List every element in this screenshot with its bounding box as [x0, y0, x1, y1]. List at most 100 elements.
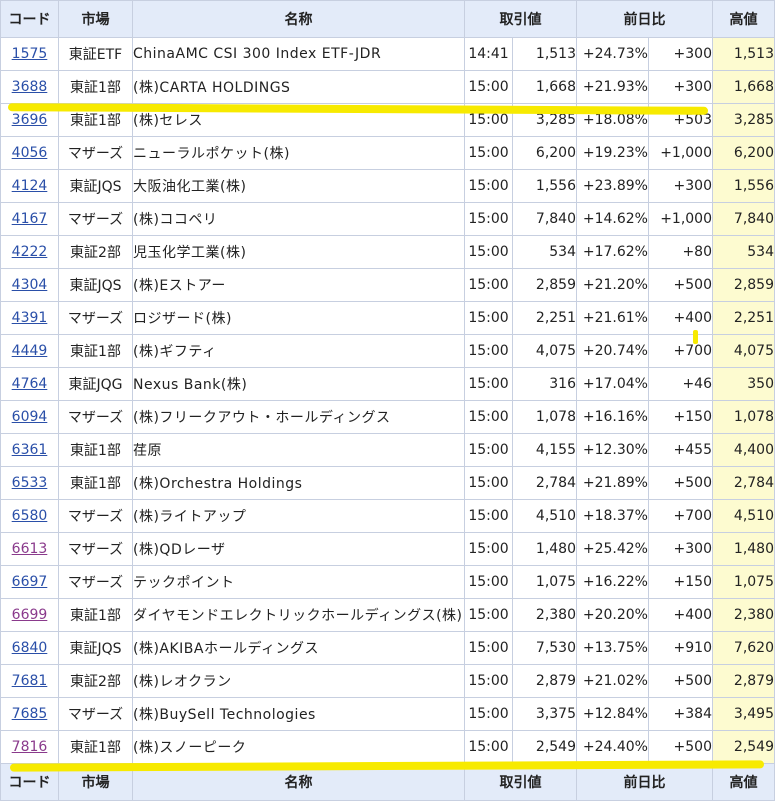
- stock-code-link[interactable]: 6699: [11, 607, 48, 623]
- change-amount-cell: +500: [648, 466, 713, 500]
- market-cell: マザーズ: [58, 400, 133, 434]
- stock-code-link[interactable]: 7681: [11, 673, 48, 689]
- stock-code-cell: 4764: [0, 367, 59, 401]
- trade-price-cell: 534: [512, 235, 577, 269]
- stock-code-link[interactable]: 4764: [11, 376, 48, 392]
- company-name-cell: (株)Orchestra Holdings: [132, 466, 465, 500]
- market-cell: マザーズ: [58, 499, 133, 533]
- trade-price-cell: 6,200: [512, 136, 577, 170]
- high-price-cell: 2,784: [712, 466, 775, 500]
- trade-time-cell: 15:00: [464, 532, 513, 566]
- change-amount-cell: +300: [648, 532, 713, 566]
- company-name-cell: ロジザード(株): [132, 301, 465, 335]
- change-percent-cell: +17.62%: [576, 235, 649, 269]
- stock-code-link[interactable]: 4167: [11, 211, 48, 227]
- stock-code-link[interactable]: 7816: [11, 739, 48, 755]
- market-cell: 東証ETF: [58, 37, 133, 71]
- trade-price-cell: 4,155: [512, 433, 577, 467]
- market-cell: 東証JQS: [58, 268, 133, 302]
- change-amount-cell: +150: [648, 565, 713, 599]
- company-name-cell: 児玉化学工業(株): [132, 235, 465, 269]
- stock-code-link[interactable]: 4304: [11, 277, 48, 293]
- high-price-cell: 4,400: [712, 433, 775, 467]
- company-name-cell: ニューラルポケット(株): [132, 136, 465, 170]
- change-amount-cell: +500: [648, 730, 713, 764]
- change-percent-cell: +18.37%: [576, 499, 649, 533]
- table-row: 4764 東証JQG Nexus Bank(株) 15:00 316 +17.04% +46…: [0, 367, 775, 401]
- stock-code-link[interactable]: 4449: [11, 343, 48, 359]
- trade-time-cell: 15:00: [464, 334, 513, 368]
- stock-code-cell: 4304: [0, 268, 59, 302]
- company-name-cell: ChinaAMC CSI 300 Index ETF-JDR: [132, 37, 465, 71]
- stock-code-link[interactable]: 6613: [11, 541, 48, 557]
- stock-code-link[interactable]: 6840: [11, 640, 48, 656]
- trade-price-cell: 1,078: [512, 400, 577, 434]
- stock-code-cell: 4167: [0, 202, 59, 236]
- stock-code-link[interactable]: 3696: [11, 112, 48, 128]
- stock-code-link[interactable]: 4124: [11, 178, 48, 194]
- stock-code-cell: 6840: [0, 631, 59, 665]
- stock-code-link[interactable]: 4222: [11, 244, 48, 260]
- stock-code-cell: 4222: [0, 235, 59, 269]
- trade-time-cell: 15:00: [464, 466, 513, 500]
- trade-time-cell: 15:00: [464, 70, 513, 104]
- stock-code-link[interactable]: 6094: [11, 409, 48, 425]
- stock-code-link[interactable]: 1575: [11, 46, 48, 62]
- stock-code-link[interactable]: 6533: [11, 475, 48, 491]
- market-cell: マザーズ: [58, 136, 133, 170]
- stock-code-cell: 6699: [0, 598, 59, 632]
- market-cell: 東証1部: [58, 433, 133, 467]
- trade-price-cell: 2,859: [512, 268, 577, 302]
- stock-code-link[interactable]: 6697: [11, 574, 48, 590]
- stock-code-link[interactable]: 6580: [11, 508, 48, 524]
- change-percent-cell: +21.20%: [576, 268, 649, 302]
- trade-time-cell: 15:00: [464, 565, 513, 599]
- market-cell: マザーズ: [58, 565, 133, 599]
- stock-code-cell: 4124: [0, 169, 59, 203]
- company-name-cell: (株)CARTA HOLDINGS: [132, 70, 465, 104]
- stock-code-link[interactable]: 3688: [11, 79, 48, 95]
- stock-code-link[interactable]: 4391: [11, 310, 48, 326]
- market-cell: 東証1部: [58, 466, 133, 500]
- table-row: 6580 マザーズ (株)ライトアップ 15:00 4,510 +18.37% +700 4,…: [0, 499, 775, 533]
- stock-code-cell: 4391: [0, 301, 59, 335]
- table-row: 4222 東証2部 児玉化学工業(株) 15:00 534 +17.62% +80 534: [0, 235, 775, 269]
- market-cell: 東証2部: [58, 235, 133, 269]
- high-price-cell: 4,510: [712, 499, 775, 533]
- trade-price-cell: 2,549: [512, 730, 577, 764]
- company-name-cell: テックポイント: [132, 565, 465, 599]
- market-cell: マザーズ: [58, 301, 133, 335]
- high-price-cell: 1,078: [712, 400, 775, 434]
- trade-time-cell: 15:00: [464, 730, 513, 764]
- company-name-cell: ダイヤモンドエレクトリックホールディングス(株): [132, 598, 465, 632]
- change-amount-cell: +300: [648, 70, 713, 104]
- trade-time-cell: 15:00: [464, 367, 513, 401]
- stock-code-link[interactable]: 6361: [11, 442, 48, 458]
- change-percent-cell: +21.61%: [576, 301, 649, 335]
- table-row: 4304 東証JQS (株)Eストアー 15:00 2,859 +21.20% +500 2,…: [0, 268, 775, 302]
- high-price-cell: 2,380: [712, 598, 775, 632]
- table-row: 7816 東証1部 (株)スノーピーク 15:00 2,549 +24.40% +500 2,…: [0, 730, 775, 764]
- table-row: 7685 マザーズ (株)BuySell Technologies 15:00 3,37…: [0, 697, 775, 731]
- change-amount-cell: +500: [648, 664, 713, 698]
- stock-code-cell: 6094: [0, 400, 59, 434]
- change-percent-cell: +16.16%: [576, 400, 649, 434]
- high-price-cell: 1,075: [712, 565, 775, 599]
- stock-code-cell: 6361: [0, 433, 59, 467]
- change-amount-cell: +500: [648, 268, 713, 302]
- market-cell: 東証1部: [58, 334, 133, 368]
- trade-time-cell: 15:00: [464, 664, 513, 698]
- trade-price-cell: 2,380: [512, 598, 577, 632]
- trade-price-cell: 2,251: [512, 301, 577, 335]
- change-amount-cell: +384: [648, 697, 713, 731]
- trade-time-cell: 15:00: [464, 268, 513, 302]
- header-market: 市場: [58, 0, 133, 38]
- stock-code-link[interactable]: 4056: [11, 145, 48, 161]
- change-percent-cell: +13.75%: [576, 631, 649, 665]
- high-price-cell: 2,879: [712, 664, 775, 698]
- company-name-cell: (株)フリークアウト・ホールディングス: [132, 400, 465, 434]
- stock-code-cell: 4056: [0, 136, 59, 170]
- table-row: 7681 東証2部 (株)レオクラン 15:00 2,879 +21.02% +500 2,8…: [0, 664, 775, 698]
- stock-code-link[interactable]: 7685: [11, 706, 48, 722]
- company-name-cell: (株)スノーピーク: [132, 730, 465, 764]
